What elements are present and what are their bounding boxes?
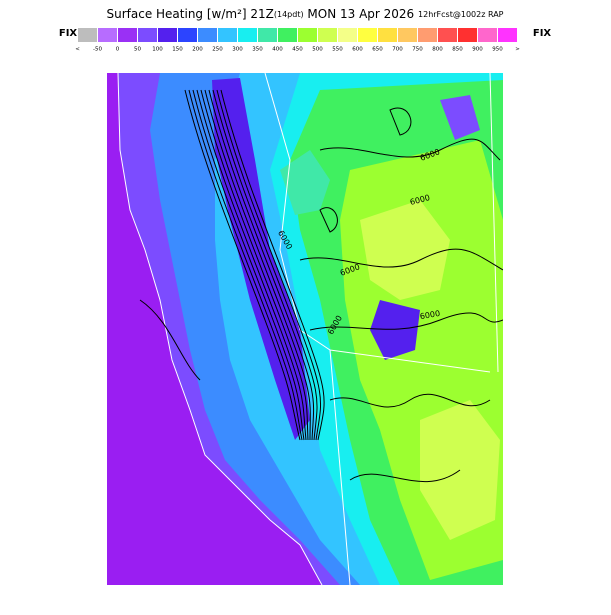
colorbar-label: 850 <box>452 47 463 53</box>
colorbar-label: 900 <box>472 47 483 53</box>
fix-label: FIX <box>533 28 552 39</box>
colorbar-label: 500 <box>312 47 323 53</box>
title: Surface Heating [w/m²] 21Z(14pdt) MON 13… <box>106 7 503 21</box>
colorbar-label: 350 <box>252 47 263 53</box>
colorbar-label: 400 <box>272 47 283 53</box>
colorbar-label: -50 <box>93 47 102 53</box>
colorbar-label: 950 <box>492 47 503 53</box>
color-swatch <box>98 28 117 42</box>
contour-line <box>212 89 318 441</box>
colorbar-label: 800 <box>432 47 443 53</box>
colorbar-label: 650 <box>372 47 383 53</box>
contour-line <box>208 89 315 441</box>
color-swatch <box>438 28 457 42</box>
contour-line <box>319 138 501 161</box>
color-swatch <box>318 28 337 42</box>
fix-label: FIX <box>59 28 78 39</box>
coastline <box>117 73 323 585</box>
color-swatch <box>178 28 197 42</box>
colorbar-label: 100 <box>152 47 163 53</box>
colorbar: < -50 0 50 100 150 200 250 300 350 400 450 500 550 600… <box>75 28 520 53</box>
contour-label: 6000 <box>419 309 441 321</box>
colorbar-label: 750 <box>412 47 423 53</box>
color-swatch <box>258 28 277 42</box>
state-line <box>329 349 351 585</box>
colorbar-label: < <box>75 47 80 53</box>
colorbar-label: 450 <box>292 47 303 53</box>
color-swatch <box>158 28 177 42</box>
color-swatch <box>78 28 97 42</box>
color-swatch <box>338 28 357 42</box>
colorbar-label: 150 <box>172 47 183 53</box>
colorbar-label: 550 <box>332 47 343 53</box>
contour-line <box>196 89 307 441</box>
contour-line <box>192 89 305 441</box>
contour-line <box>329 393 491 408</box>
title-model: 12hrFcst@1002z RAP <box>418 10 504 19</box>
color-swatch <box>238 28 257 42</box>
colorbar-label: 700 <box>392 47 403 53</box>
colorbar-label: 300 <box>232 47 243 53</box>
color-swatch <box>358 28 377 42</box>
contour-line <box>184 89 301 441</box>
color-swatch <box>498 28 517 42</box>
colorbar-label: 600 <box>352 47 363 53</box>
colorbar-label: 200 <box>192 47 203 53</box>
contour-line <box>200 89 309 441</box>
title-date: MON 13 Apr 2026 <box>304 7 418 21</box>
contour-line <box>216 89 322 441</box>
color-swatch <box>278 28 297 42</box>
contour-line <box>309 312 503 331</box>
color-swatch <box>478 28 497 42</box>
patch-violet <box>440 95 480 140</box>
patch-violet <box>370 300 420 360</box>
patch-teal <box>280 150 330 215</box>
color-swatch <box>218 28 237 42</box>
contour-line <box>389 107 412 136</box>
contour-line <box>319 207 338 233</box>
colorbar-label: 250 <box>212 47 223 53</box>
color-swatch <box>378 28 397 42</box>
color-swatch <box>118 28 137 42</box>
color-swatch <box>198 28 217 42</box>
colorbar-label: 0 <box>116 47 120 53</box>
contour-line <box>204 89 311 441</box>
contour-line <box>188 89 303 441</box>
contour-line <box>139 299 201 381</box>
colorbar-label: 50 <box>134 47 141 53</box>
title-time: (14pdt) <box>274 10 304 19</box>
title-main: Surface Heating [w/m²] 21Z <box>106 7 273 21</box>
color-swatch <box>458 28 477 42</box>
color-swatch <box>298 28 317 42</box>
contour-line <box>299 248 503 271</box>
color-swatch <box>138 28 157 42</box>
color-swatch <box>418 28 437 42</box>
contour-line <box>220 89 325 441</box>
contour-line <box>349 469 461 482</box>
patch-yellow <box>360 200 450 300</box>
colorbar-label: > <box>515 47 520 53</box>
color-swatch <box>398 28 417 42</box>
